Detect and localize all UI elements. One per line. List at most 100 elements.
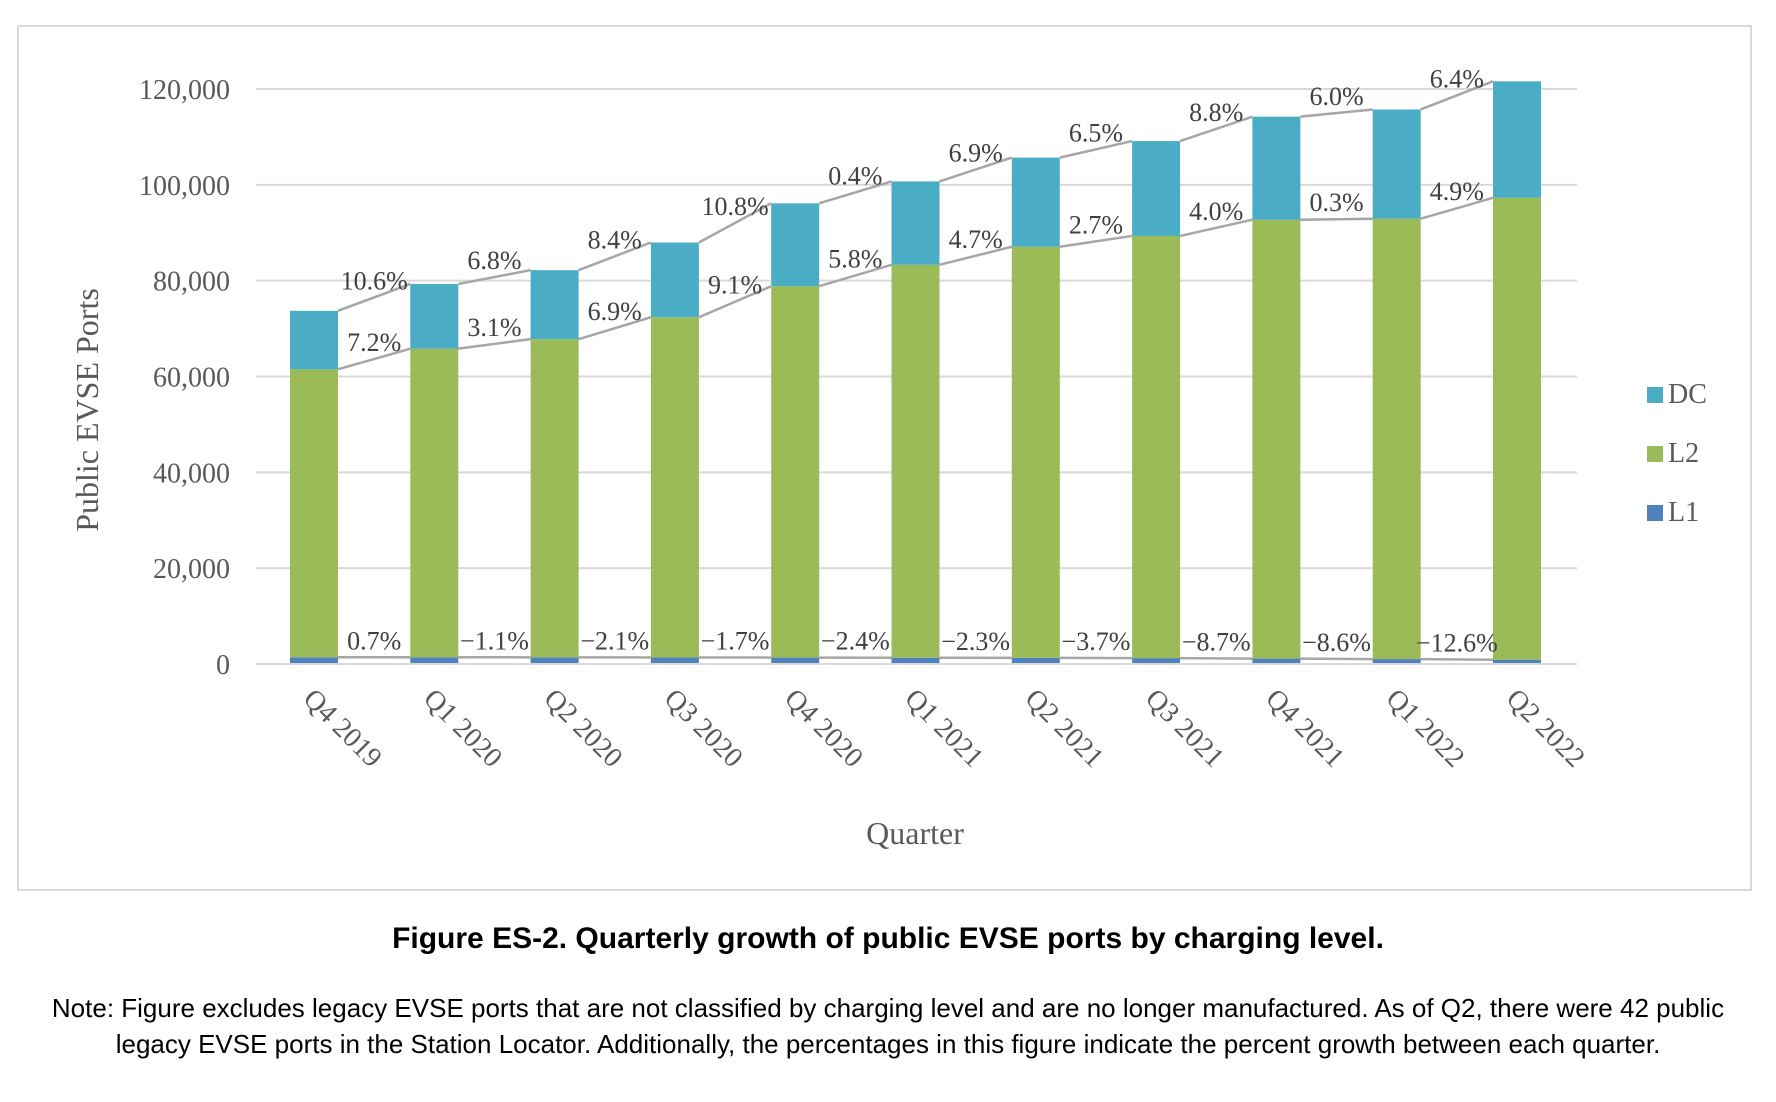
bar-l2 <box>530 339 579 658</box>
growth-label-l2: 5.8% <box>828 245 882 274</box>
growth-label-l2: 0.3% <box>1309 188 1363 217</box>
legend-label-dc: DC <box>1668 379 1707 410</box>
growth-label-l1: −2.4% <box>821 627 890 656</box>
bar-l2 <box>1493 197 1541 660</box>
bar-dc <box>1011 157 1060 247</box>
bar-l1 <box>891 657 940 664</box>
x-tick-label: Q1 2021 <box>899 683 990 774</box>
stacked-bar-chart: 0.7% −1.1% −2.1% −1.7% −2.4% −2.3% −3.7% −8.7% −… <box>69 64 1707 851</box>
growth-label-dc: 8.8% <box>1189 98 1243 127</box>
connector-l2 <box>1059 234 1133 248</box>
growth-label-dc: 10.6% <box>341 266 408 295</box>
connector-l2 <box>818 263 892 288</box>
bar-l1 <box>410 657 459 664</box>
legend-swatch-dc <box>1647 387 1663 403</box>
growth-label-l1: −3.7% <box>1062 627 1131 656</box>
x-tick-label: Q4 2020 <box>778 683 869 774</box>
bar-dc <box>410 283 459 349</box>
x-tick-label: Q3 2020 <box>658 683 749 774</box>
figure-note: Note: Figure excludes legacy EVSE ports … <box>51 993 1725 1059</box>
bar-l1 <box>771 657 820 664</box>
legend-swatch-l1 <box>1647 505 1663 521</box>
connector-l2 <box>578 316 652 341</box>
bar-l2 <box>410 348 459 658</box>
bar-dc <box>290 310 338 370</box>
bar-l2 <box>290 369 338 658</box>
bar-l2 <box>1011 246 1060 658</box>
bar-dc <box>1372 109 1421 219</box>
bar-dc <box>530 270 579 340</box>
bar-dc <box>650 242 699 318</box>
bar-l1 <box>290 657 338 664</box>
x-tick-label: Q4 2019 <box>297 683 388 774</box>
bar-l1 <box>1372 659 1421 664</box>
legend-label-l1: L1 <box>1668 497 1699 528</box>
x-axis-title: Quarter <box>866 815 964 851</box>
growth-label-l1: −1.1% <box>460 626 529 655</box>
bar-dc <box>771 203 820 287</box>
growth-label-l1: −2.1% <box>580 626 649 655</box>
growth-label-dc: 6.5% <box>1069 118 1123 147</box>
bar-l2 <box>650 317 699 658</box>
growth-label-l1: −1.7% <box>701 627 770 656</box>
bar-l1 <box>1252 658 1301 664</box>
y-tick-label: 100,000 <box>139 171 230 202</box>
connector-l2 <box>1179 218 1253 238</box>
bar-l2 <box>771 286 820 658</box>
legend: DC L2 L1 <box>1647 379 1707 528</box>
bar-dc <box>1252 116 1301 220</box>
growth-label-l1: −12.6% <box>1416 628 1498 657</box>
legend-label-l2: L2 <box>1668 438 1699 469</box>
y-tick-label: 120,000 <box>139 75 230 106</box>
x-tick-label: Q1 2020 <box>417 683 508 774</box>
connector-dc <box>578 241 652 272</box>
connector-dc <box>1300 108 1373 118</box>
connector-dc <box>698 202 772 244</box>
bar-dc <box>1132 141 1181 236</box>
bars <box>290 81 1541 664</box>
bar-l1 <box>1493 659 1541 664</box>
x-tick-label: Q2 2022 <box>1500 683 1591 774</box>
x-tick-label: Q1 2022 <box>1380 683 1471 774</box>
bar-l2 <box>1252 219 1301 659</box>
connector-dc <box>818 180 892 205</box>
y-axis-title: Public EVSE Ports <box>69 288 105 532</box>
growth-label-l2: 7.2% <box>347 328 401 357</box>
bar-dc <box>1493 81 1541 198</box>
y-tick-label: 60,000 <box>153 363 230 394</box>
figure-caption: Figure ES-2. Quarterly growth of public … <box>392 922 1384 955</box>
connector-l1 <box>1180 656 1253 660</box>
connector-l1 <box>1420 657 1494 661</box>
connector-dc <box>939 156 1013 183</box>
connector-dc <box>337 282 411 313</box>
connector-l2 <box>1420 196 1494 220</box>
connector-dc <box>458 268 531 286</box>
growth-label-dc: 6.8% <box>467 246 521 275</box>
connector-l2 <box>1300 217 1373 221</box>
growth-label-l2: 4.7% <box>949 225 1003 254</box>
growth-label-l2: 4.0% <box>1189 197 1243 226</box>
growth-labels: 0.7% −1.1% −2.1% −1.7% −2.4% −2.3% −3.7% −8.7% −… <box>341 64 1498 657</box>
bar-l1 <box>1011 657 1060 664</box>
legend-swatch-l2 <box>1647 446 1663 462</box>
connector-l2 <box>337 347 411 371</box>
bar-l1 <box>1132 658 1181 664</box>
growth-label-dc: 8.4% <box>588 225 642 254</box>
y-tick-label: 40,000 <box>153 458 230 489</box>
y-tick-label: 20,000 <box>153 554 230 585</box>
bar-l2 <box>1372 218 1421 660</box>
growth-label-l2: 4.9% <box>1430 177 1484 206</box>
y-tick-label: 80,000 <box>153 267 230 298</box>
growth-label-l2: 3.1% <box>467 313 521 342</box>
growth-label-l1: −8.6% <box>1302 628 1371 657</box>
x-tick-label: Q4 2021 <box>1259 683 1350 774</box>
growth-label-l1: −8.7% <box>1182 627 1251 656</box>
growth-label-dc: 6.4% <box>1430 64 1484 93</box>
connector-dc <box>1420 80 1494 111</box>
bar-l2 <box>891 264 940 658</box>
bar-dc <box>891 181 940 265</box>
growth-label-dc: 6.0% <box>1309 82 1363 111</box>
growth-connectors <box>337 80 1494 661</box>
bar-l1 <box>530 657 579 664</box>
growth-label-dc: 10.8% <box>701 192 768 221</box>
